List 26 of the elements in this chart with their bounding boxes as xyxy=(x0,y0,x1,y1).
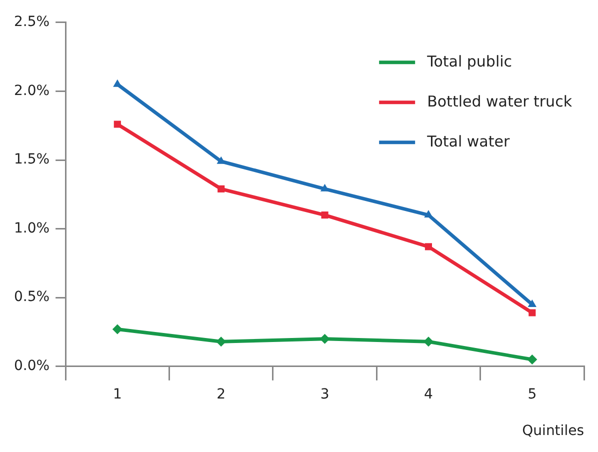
point xyxy=(424,210,433,218)
x-tick-label: 4 xyxy=(424,386,434,402)
x-axis-title: Quintiles xyxy=(522,423,584,440)
point xyxy=(218,185,225,192)
point xyxy=(114,120,121,128)
x-tick-label: 5 xyxy=(528,386,537,402)
y-tick-label: 0.5% xyxy=(14,289,50,306)
y-tick-label: 2.0% xyxy=(14,82,50,99)
legend-label: Total water xyxy=(426,132,510,150)
point xyxy=(527,354,538,365)
point xyxy=(528,309,536,316)
x-tick-label: 2 xyxy=(216,386,226,402)
point xyxy=(528,299,536,307)
x-tick-label: 3 xyxy=(320,386,330,402)
point xyxy=(320,334,330,344)
y-tick-label: 1.0% xyxy=(14,220,50,236)
y-tick-label: 2.5% xyxy=(14,14,50,30)
x-tick-label: 1 xyxy=(112,386,122,402)
y-tick-label: 1.5% xyxy=(14,152,50,168)
point xyxy=(216,336,226,347)
legend-label: Bottled water truck xyxy=(427,92,572,110)
point xyxy=(112,324,122,334)
point xyxy=(321,212,328,219)
y-tick-label: 0.0% xyxy=(14,358,50,374)
point xyxy=(424,243,432,250)
legend-label: Total public xyxy=(426,52,512,70)
